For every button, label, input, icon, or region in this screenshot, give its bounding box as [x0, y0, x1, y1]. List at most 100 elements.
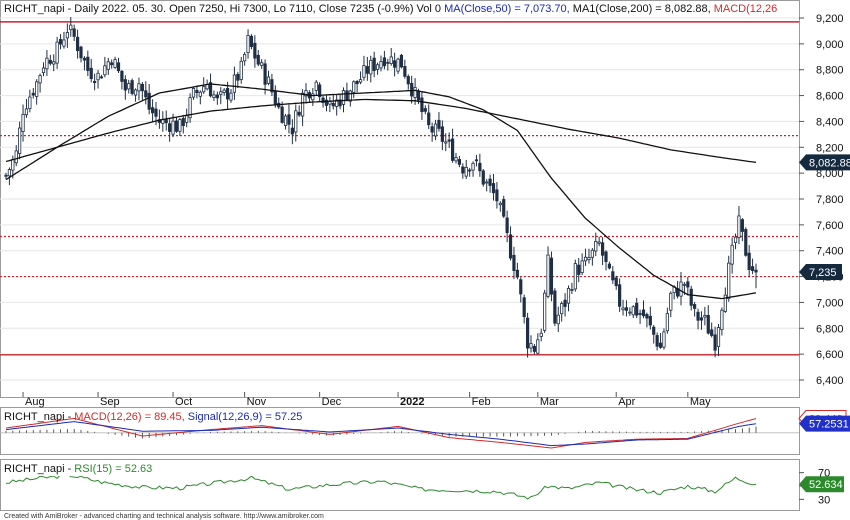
ma50-header: MA(Close,50) = 7,073.70,: [444, 3, 570, 15]
candle-body: [645, 314, 649, 319]
candle-body: [716, 327, 721, 347]
candle-body: [461, 166, 465, 174]
candle-body: [638, 313, 642, 315]
ma200-badge-label: 8,082.88: [809, 157, 850, 169]
candle-body: [324, 99, 329, 106]
candle-body: [181, 117, 185, 126]
candle-body: [474, 159, 479, 162]
candle-body: [529, 343, 533, 349]
candle-body: [280, 106, 284, 123]
price-header: RICHT_napi - Daily 2022. 05. 30. Open 72…: [4, 3, 777, 15]
price-tick-label: 9,000: [816, 39, 844, 51]
candle-body: [406, 76, 410, 85]
candle-body: [604, 251, 608, 262]
candle-body: [338, 99, 342, 107]
candle-body: [79, 46, 83, 59]
date-tick-label: 2022: [400, 396, 424, 408]
candle-body: [382, 57, 387, 67]
price-tick-label: 9,200: [816, 13, 844, 25]
candle-body: [410, 82, 414, 97]
candle-body: [185, 114, 189, 123]
macd-panel: [0, 407, 800, 455]
candle-body: [737, 215, 741, 239]
candle-body: [243, 54, 247, 62]
candle-body: [733, 236, 738, 244]
macd-line: [5, 418, 757, 449]
candle-body: [536, 339, 540, 354]
candle-body: [62, 39, 66, 47]
signal-line: [5, 421, 757, 447]
candle-body: [72, 28, 76, 37]
candle-body: [389, 56, 393, 64]
candle-body: [570, 289, 574, 291]
candle-body: [120, 70, 124, 82]
candle-body: [464, 167, 468, 177]
candle-body: [662, 331, 666, 348]
candle-body: [706, 315, 710, 334]
candle-body: [375, 64, 380, 70]
price-tick-label: 8,600: [816, 91, 844, 103]
candle-body: [614, 277, 618, 287]
signal-badge-shape: [799, 415, 850, 432]
candle-body: [300, 92, 305, 117]
candle-body: [7, 169, 12, 177]
footer-credit: Created with AmiBroker - advanced charti…: [4, 513, 324, 520]
candle-body: [52, 61, 56, 65]
candle-body: [689, 288, 693, 306]
candle-body: [450, 138, 455, 161]
candle-body: [256, 54, 260, 65]
candle-body: [48, 59, 52, 64]
date-tick-label: Oct: [175, 396, 192, 408]
candle-body: [127, 83, 131, 90]
candle-body: [290, 127, 294, 135]
candle-body: [103, 65, 107, 76]
candle-body: [754, 269, 758, 273]
candle-body: [168, 123, 172, 132]
candle-body: [611, 271, 615, 281]
candle-body: [502, 199, 506, 217]
candle-body: [669, 292, 673, 311]
candle-body: [628, 311, 632, 314]
candle-body: [140, 83, 144, 92]
candle-body: [720, 309, 724, 331]
candle-body: [283, 115, 288, 126]
candle-body: [21, 113, 25, 132]
macd-header: RICHT_napi - MACD(12,26) = 89.45, Signal…: [4, 411, 302, 423]
price-axis: 9,200 9,000 8,800 8,600 8,400 8,200 8,000 7,800…: [799, 13, 844, 387]
candle-body: [236, 73, 240, 81]
candle-body: [713, 334, 717, 351]
price-header-main: RICHT_napi - Daily 2022. 05. 30. Open 72…: [4, 3, 444, 15]
candle-body: [730, 244, 734, 265]
candle-body: [41, 67, 46, 74]
candle-body: [133, 89, 138, 96]
rsi-badge-shape: [799, 476, 844, 493]
candle-body: [416, 90, 421, 101]
candle-body: [710, 329, 714, 336]
candle-body: [55, 41, 59, 64]
candle-body: [495, 189, 499, 202]
candle-body: [348, 90, 352, 102]
candle-body: [18, 127, 22, 154]
candle-body: [693, 304, 697, 309]
candle-body: [427, 112, 431, 126]
candlestick-series: [4, 17, 758, 358]
candle-body: [86, 56, 90, 71]
candle-body: [365, 66, 369, 74]
candle-body: [723, 294, 727, 312]
candle-body: [24, 108, 29, 116]
candle-body: [116, 62, 121, 72]
candle-body: [266, 76, 271, 84]
candle-body: [150, 107, 155, 114]
candle-body: [437, 119, 441, 129]
candle-body: [335, 99, 339, 107]
candle-body: [93, 80, 97, 84]
rsi-badge-label: 52.634: [809, 479, 843, 491]
price-tick-label: 6,800: [816, 323, 844, 335]
candle-body: [304, 90, 308, 97]
candle-body: [740, 219, 744, 232]
candle-body: [583, 256, 588, 262]
candle-body: [225, 87, 230, 100]
candle-body: [195, 89, 199, 94]
candle-body: [35, 81, 39, 97]
candle-body: [631, 306, 635, 316]
